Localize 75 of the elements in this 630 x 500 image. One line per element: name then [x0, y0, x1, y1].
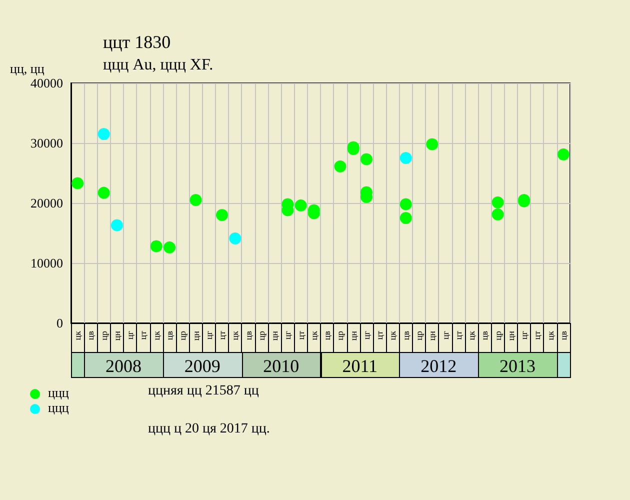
point — [216, 209, 228, 221]
x-tick-label: цк — [308, 330, 319, 340]
point — [400, 212, 412, 224]
legend-label: ццц — [48, 400, 69, 415]
chart-subtitle: ццц Au, ццц XF. — [103, 56, 214, 74]
x-tick-label: цв — [322, 331, 332, 340]
point — [557, 148, 570, 160]
point — [150, 240, 162, 252]
x-tick-label: цк — [151, 330, 162, 340]
point — [98, 186, 110, 199]
text: 2009 — [184, 356, 220, 376]
point — [164, 241, 176, 254]
text: 2008 — [106, 356, 142, 376]
x-tick-label: цв — [164, 331, 174, 340]
text: 2011 — [342, 356, 378, 376]
x-tick-label: цв — [400, 331, 411, 340]
x-tick-label: цр — [178, 330, 188, 340]
x-tick-label: цк — [72, 330, 83, 340]
x-tick-label: цн — [112, 330, 122, 341]
x-tick-label: цр — [256, 330, 266, 340]
point — [360, 153, 372, 166]
x-tick-label: цв — [243, 331, 254, 340]
x-tick-label: цт — [217, 330, 228, 340]
point — [492, 196, 504, 208]
x-tick-label: цт — [374, 330, 385, 340]
x-tick-label: цр — [98, 330, 109, 340]
point — [190, 194, 202, 206]
point — [72, 177, 84, 190]
x-tick-label: цр — [492, 330, 503, 340]
y-axis-title: цц, цц — [10, 61, 44, 76]
y-tick-label: 0 — [56, 316, 63, 330]
legend-label: ццц — [48, 385, 69, 400]
point — [98, 128, 110, 140]
x-tick-label: цр — [335, 330, 346, 340]
y-tick-label: 10000 — [30, 256, 63, 270]
x-tick-label: цк — [466, 330, 477, 340]
y-tick-label: 30000 — [30, 136, 63, 150]
x-tick-label: цг — [125, 330, 136, 340]
x-tick-label: цн — [427, 330, 438, 341]
x-tick-label: цн — [270, 330, 280, 341]
text: ццняя цц 21587 цц — [148, 384, 260, 398]
x-tick-label: цк — [388, 330, 398, 340]
x-tick-label: цн — [348, 330, 358, 341]
point — [110, 219, 123, 232]
x-tick-label: цн — [190, 330, 201, 341]
point — [294, 199, 307, 212]
x-tick-label: цт — [138, 330, 148, 340]
x-tick-label: цт — [453, 330, 464, 340]
y-tick-label: 40000 — [30, 76, 63, 90]
text: 2010 — [263, 356, 300, 376]
point — [334, 160, 346, 172]
text: 2012 — [420, 356, 457, 376]
x-tick-label: цг — [440, 330, 450, 340]
point — [229, 232, 242, 244]
x-tick-label: цк — [545, 330, 556, 340]
x-tick-label: цг — [361, 330, 372, 340]
x-tick-label: цт — [296, 330, 306, 340]
point — [492, 208, 504, 220]
text: 2013 — [499, 356, 536, 376]
chart-title: ццт 1830 — [103, 32, 171, 52]
x-tick-label: цк — [230, 330, 240, 340]
point — [400, 198, 412, 210]
x-tick-label: цг — [204, 330, 214, 340]
y-tick-label: 20000 — [30, 196, 63, 210]
text: ццц ц 20 ця 2017 цц. — [148, 422, 270, 436]
x-tick-label: цг — [282, 330, 293, 340]
x-tick-label: цг — [519, 330, 530, 340]
x-tick-label: цт — [532, 330, 542, 340]
x-tick-label: цв — [480, 331, 490, 340]
x-tick-label: цв — [558, 331, 568, 340]
point — [400, 152, 412, 164]
point — [426, 138, 438, 150]
x-tick-label: цв — [86, 331, 96, 340]
x-tick-label: цр — [414, 330, 424, 340]
x-tick-label: цн — [506, 330, 516, 341]
